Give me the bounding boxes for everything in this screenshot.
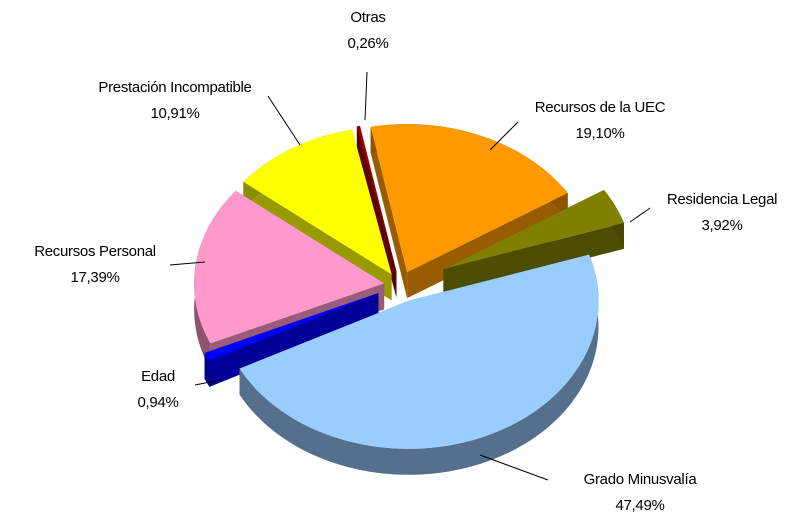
slice (356, 126, 397, 272)
slice (239, 254, 599, 449)
slice-value: 17,39% (70, 269, 119, 286)
slice-value: 0,26% (347, 35, 388, 52)
slice-wall (370, 126, 408, 299)
slice-value: 3,92% (701, 217, 742, 234)
slice-wall (443, 222, 624, 296)
slice (194, 190, 385, 344)
leader-line (364, 71, 368, 121)
slice-value: 19,10% (575, 125, 624, 142)
leader-line (169, 261, 206, 266)
slice-label: Grado Minusvalía (584, 471, 698, 488)
leader-line (629, 207, 651, 223)
slice-label: Edad (141, 368, 175, 385)
slice-tops (194, 124, 624, 449)
slice-value: 0,94% (137, 394, 178, 411)
slice (243, 129, 392, 275)
leader-line (479, 454, 549, 481)
leader-line (194, 379, 221, 386)
slice-value: 10,91% (150, 105, 199, 122)
slice (204, 293, 379, 361)
slice-value: 47,49% (615, 497, 664, 514)
slice-wall (204, 293, 379, 379)
slice-side (204, 352, 210, 387)
slice-label: Recursos Personal (34, 243, 156, 260)
slice-label: Recursos de la UEC (535, 99, 666, 116)
leader-line (267, 95, 301, 146)
slice (443, 189, 624, 270)
slice-label: Otras (350, 9, 385, 26)
leader-line (489, 121, 519, 151)
slice (370, 124, 568, 273)
slice-label: Prestación Incompatible (98, 79, 251, 96)
slice-label: Residencia Legal (667, 191, 777, 208)
